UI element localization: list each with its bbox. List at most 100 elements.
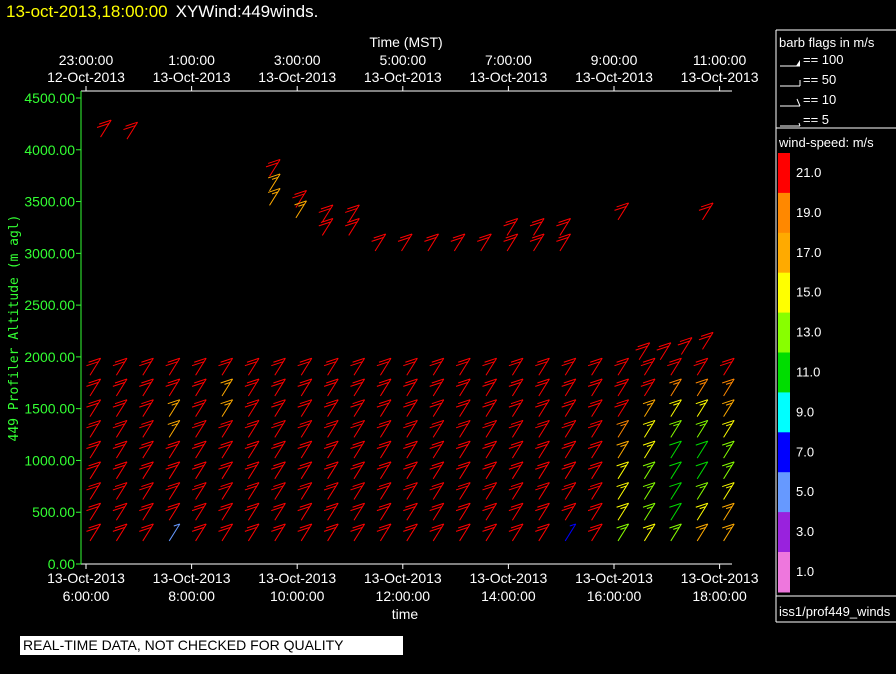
barb-shaft <box>591 482 603 500</box>
barb-shaft <box>485 420 498 438</box>
barb-flag-10 <box>86 526 99 532</box>
wind-barb <box>455 357 471 376</box>
barb-flag-10 <box>318 207 331 213</box>
barb-flag-10 <box>590 378 603 384</box>
wind-barb <box>695 419 709 438</box>
wind-barb <box>669 502 682 521</box>
barb-flag-10 <box>352 502 365 508</box>
wind-barb <box>191 440 207 459</box>
barb-flag-10 <box>429 423 442 429</box>
barb-flag-10 <box>479 233 492 239</box>
barb-flag-10 <box>484 399 497 405</box>
barb-flag-10 <box>455 464 469 470</box>
barb-flag-10 <box>563 461 576 467</box>
barb-shaft <box>221 420 234 438</box>
barb-flag-10 <box>616 357 629 363</box>
barb-flag-10 <box>378 461 392 467</box>
wind-barb <box>722 440 735 459</box>
barb-shaft <box>617 440 630 459</box>
barb-shaft <box>274 523 286 542</box>
barb-flag-10 <box>455 526 469 532</box>
barb-flag-10 <box>698 205 712 211</box>
barb-flag-10 <box>112 423 126 429</box>
barb-shaft <box>538 482 550 500</box>
barb-shaft <box>485 358 498 376</box>
barb-shaft <box>643 502 656 521</box>
barb-shaft <box>533 218 545 236</box>
barb-flag-10 <box>165 444 178 449</box>
barb-flag-10 <box>299 440 312 446</box>
wind-barb <box>323 461 339 480</box>
barb-shaft <box>142 502 154 521</box>
wind-barb <box>271 357 286 376</box>
barb-flag-10 <box>405 502 418 508</box>
barb-flag-10 <box>397 236 411 242</box>
wind-barb <box>642 523 656 542</box>
barb-flag-10 <box>556 236 569 242</box>
wind-barb <box>455 523 471 542</box>
barb-shaft <box>564 461 577 480</box>
wind-barb <box>139 461 154 480</box>
wind-barb <box>376 523 392 542</box>
barb-flag-10 <box>587 381 601 387</box>
wind-barb <box>86 357 102 376</box>
barb-flag-10 <box>403 526 416 532</box>
barb-flag-10 <box>508 444 522 449</box>
wind-barb <box>220 399 234 417</box>
colorbar-swatch <box>778 552 790 593</box>
wind-barb <box>139 419 154 438</box>
wind-barb <box>429 523 445 542</box>
barb-flag-10 <box>458 357 471 363</box>
barb-shaft <box>115 440 128 459</box>
barb-flag-10 <box>326 357 339 363</box>
barb-flag-10 <box>218 444 231 449</box>
wind-barb <box>403 440 418 459</box>
barb-shaft <box>432 420 445 438</box>
barb-flag-10 <box>484 419 497 425</box>
barb-flag-10 <box>326 502 339 508</box>
barb-flag-10 <box>508 464 522 470</box>
wind-barb <box>165 378 181 397</box>
barb-flag-10 <box>484 440 497 446</box>
barb-legend-label: == 100 <box>803 52 844 67</box>
x-tick-label-time: 18:00:00 <box>692 588 747 604</box>
barb-flag-5 <box>171 402 178 406</box>
barb-flag-10 <box>561 423 574 429</box>
wind-barb <box>455 461 471 480</box>
barb-flag-10 <box>561 464 574 470</box>
wind-barb <box>323 523 339 542</box>
barb-flag-10 <box>431 357 444 363</box>
barb-flag-10 <box>326 482 339 488</box>
wind-barb <box>244 502 260 521</box>
barb-shaft <box>723 523 735 542</box>
wind-barb <box>450 233 466 252</box>
barb-flag-10 <box>508 423 522 429</box>
wind-barb <box>561 399 577 417</box>
barb-flag-10 <box>642 482 656 488</box>
barb-flag-10 <box>695 523 708 529</box>
barb-flag-10 <box>139 485 152 491</box>
wind-barb <box>271 399 286 417</box>
barb-flag-10 <box>587 402 601 408</box>
barb-flag-10 <box>194 482 207 488</box>
barb-flag-10 <box>563 357 576 363</box>
barb-flag-10 <box>695 502 708 508</box>
barb-flag-10 <box>563 482 576 488</box>
barb-flag-10 <box>452 233 466 239</box>
wind-barb <box>535 482 550 500</box>
barb-shaft <box>617 420 630 438</box>
wind-barb <box>376 482 392 500</box>
plot-frame <box>80 90 732 565</box>
barb-shaft <box>406 461 418 480</box>
wind-barb <box>403 357 418 376</box>
wind-barb <box>139 523 154 542</box>
barb-flag-10 <box>318 221 331 227</box>
wind-barb <box>297 357 313 376</box>
wind-barb <box>112 378 128 397</box>
barb-shaft <box>115 399 128 417</box>
barb-flag-10 <box>191 361 205 367</box>
barb-flag-10 <box>405 357 418 363</box>
colorbar-swatch <box>778 153 790 194</box>
barb-flag-5 <box>171 423 178 427</box>
wind-barb <box>508 502 524 521</box>
